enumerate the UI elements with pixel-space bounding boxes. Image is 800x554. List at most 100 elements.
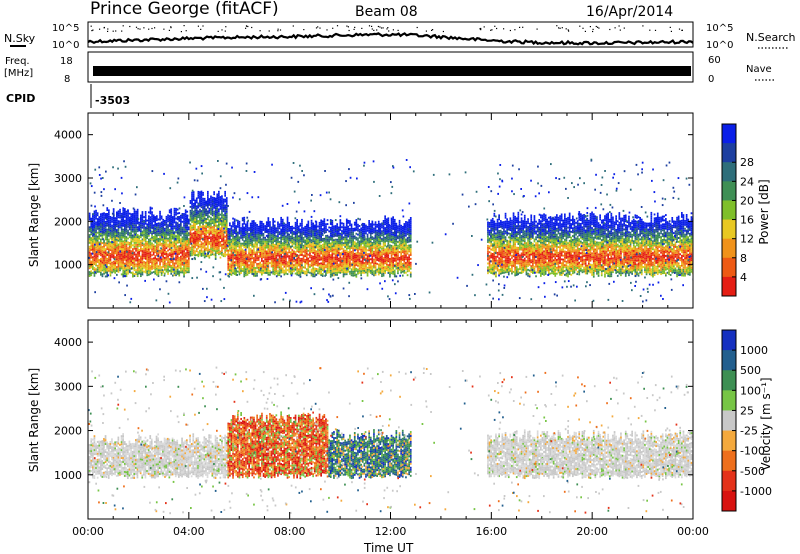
power-cell [205, 235, 208, 238]
power-cell [103, 261, 105, 263]
power-cell [379, 264, 382, 267]
power-cell [333, 231, 335, 234]
noise-search-dot [99, 28, 101, 30]
power-cell [360, 237, 362, 240]
power-cell [283, 254, 286, 256]
power-cell [203, 244, 206, 247]
power-cell [296, 224, 298, 227]
power-cell [267, 273, 270, 276]
power-cell [103, 272, 105, 275]
power-cell [272, 259, 274, 261]
power-cell [302, 233, 305, 236]
power-cell [334, 242, 337, 245]
power-cell [214, 252, 217, 255]
power-cell [320, 240, 322, 243]
power-cell [285, 264, 287, 267]
power-cell [191, 246, 193, 249]
power-cell [181, 230, 184, 233]
power-cell [254, 230, 257, 233]
power-cell [127, 243, 129, 246]
power-cell [257, 233, 260, 236]
power-cell [347, 256, 350, 259]
power-cell [101, 224, 104, 227]
power-cell [140, 269, 142, 272]
power-cell [360, 233, 362, 236]
power-cell [106, 232, 109, 235]
power-cell [103, 266, 105, 269]
power-cell [331, 262, 334, 265]
power-cell [318, 253, 321, 256]
power-cell [254, 234, 257, 236]
noise-search-dot [183, 25, 185, 27]
power-cell [310, 225, 313, 228]
power-cell [165, 223, 168, 226]
power-cell [116, 215, 118, 218]
power-cell [307, 226, 310, 229]
power-cell [366, 237, 369, 240]
power-cell [240, 270, 242, 272]
power-cell [162, 263, 165, 266]
power-cell [180, 261, 182, 264]
power-cell [222, 241, 225, 244]
power-cell [149, 241, 152, 244]
noise-search-dot [519, 26, 521, 28]
power-cell [277, 264, 279, 267]
power-cell [100, 260, 102, 263]
power-cell [202, 242, 204, 245]
power-cell [135, 271, 137, 274]
power-cell [98, 270, 101, 273]
power-cell [164, 241, 166, 244]
power-cell [214, 222, 217, 225]
power-cell [253, 263, 255, 265]
power-cell [273, 240, 276, 243]
power-cell [114, 246, 117, 249]
power-cell [243, 244, 246, 247]
power-cell [289, 227, 292, 230]
power-cell [313, 275, 316, 278]
power-cell [262, 250, 265, 253]
power-cell [138, 262, 141, 265]
power-cell [337, 257, 340, 260]
power-cell [321, 224, 324, 227]
power-cell [218, 192, 220, 195]
power-cell [365, 271, 367, 274]
power-cell [172, 216, 174, 219]
power-cell [144, 232, 147, 235]
power-cell [180, 263, 182, 266]
noise-search-dot [592, 30, 594, 33]
noise-search-dot [268, 30, 270, 32]
power-cell [140, 230, 142, 233]
power-cell [194, 211, 196, 214]
power-cell [183, 215, 185, 217]
power-cell [132, 259, 134, 262]
power-cell [108, 248, 110, 251]
power-cell [336, 234, 338, 237]
power-cell [357, 241, 359, 244]
power-cell [95, 246, 97, 249]
power-cell [249, 234, 252, 237]
power-cell [238, 228, 241, 231]
power-cell [253, 261, 255, 263]
power-cell [328, 244, 330, 246]
power-cell [156, 244, 158, 247]
power-cell [112, 233, 115, 236]
power-cell [333, 260, 335, 263]
power-cell [184, 232, 187, 235]
power-cell [125, 267, 128, 270]
power-cell [184, 225, 187, 227]
power-cell [128, 234, 131, 237]
power-cell [368, 253, 370, 256]
power-cell [232, 225, 234, 228]
power-cell [175, 246, 177, 249]
power-cell [229, 232, 231, 235]
power-cell [192, 232, 195, 235]
noise-search-dot [107, 28, 109, 30]
power-cell [377, 232, 380, 235]
power-cell [291, 235, 294, 238]
power-cell [371, 269, 374, 272]
power-cell [360, 227, 362, 230]
power-cell [221, 232, 223, 235]
power-cell [108, 234, 110, 237]
noise-search-dot [589, 26, 591, 28]
power-cell [93, 226, 96, 229]
